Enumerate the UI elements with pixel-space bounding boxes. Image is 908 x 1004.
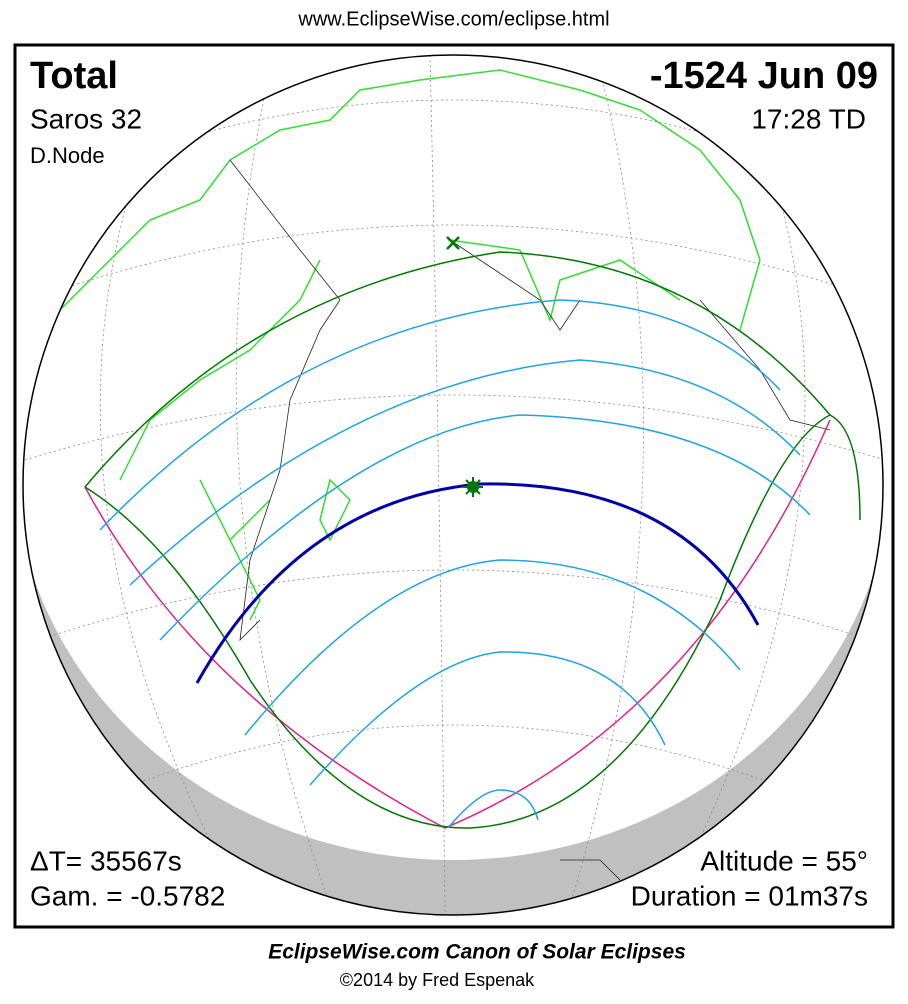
delta-t: ΔT= 35567s [30,845,182,876]
globe-outline [22,54,884,916]
greatest-eclipse-marker [446,236,460,250]
copyright: ©2014 by Fred Espenak [340,970,535,990]
altitude: Altitude = 55° [700,845,868,876]
saros: Saros 32 [30,103,142,134]
node: D.Node [30,143,105,168]
globe [23,55,883,915]
eclipse-type: Total [30,55,118,97]
footer-title: EclipseWise.com Canon of Solar Eclipses [268,941,686,964]
time: 17:28 TD [751,103,866,134]
date: -1524 Jun 09 [650,55,878,97]
gamma: Gam. = -0.5782 [30,880,225,911]
subsolar-marker [463,477,483,497]
url: www.EclipseWise.com/eclipse.html [297,8,609,30]
duration: Duration = 01m37s [631,880,868,911]
